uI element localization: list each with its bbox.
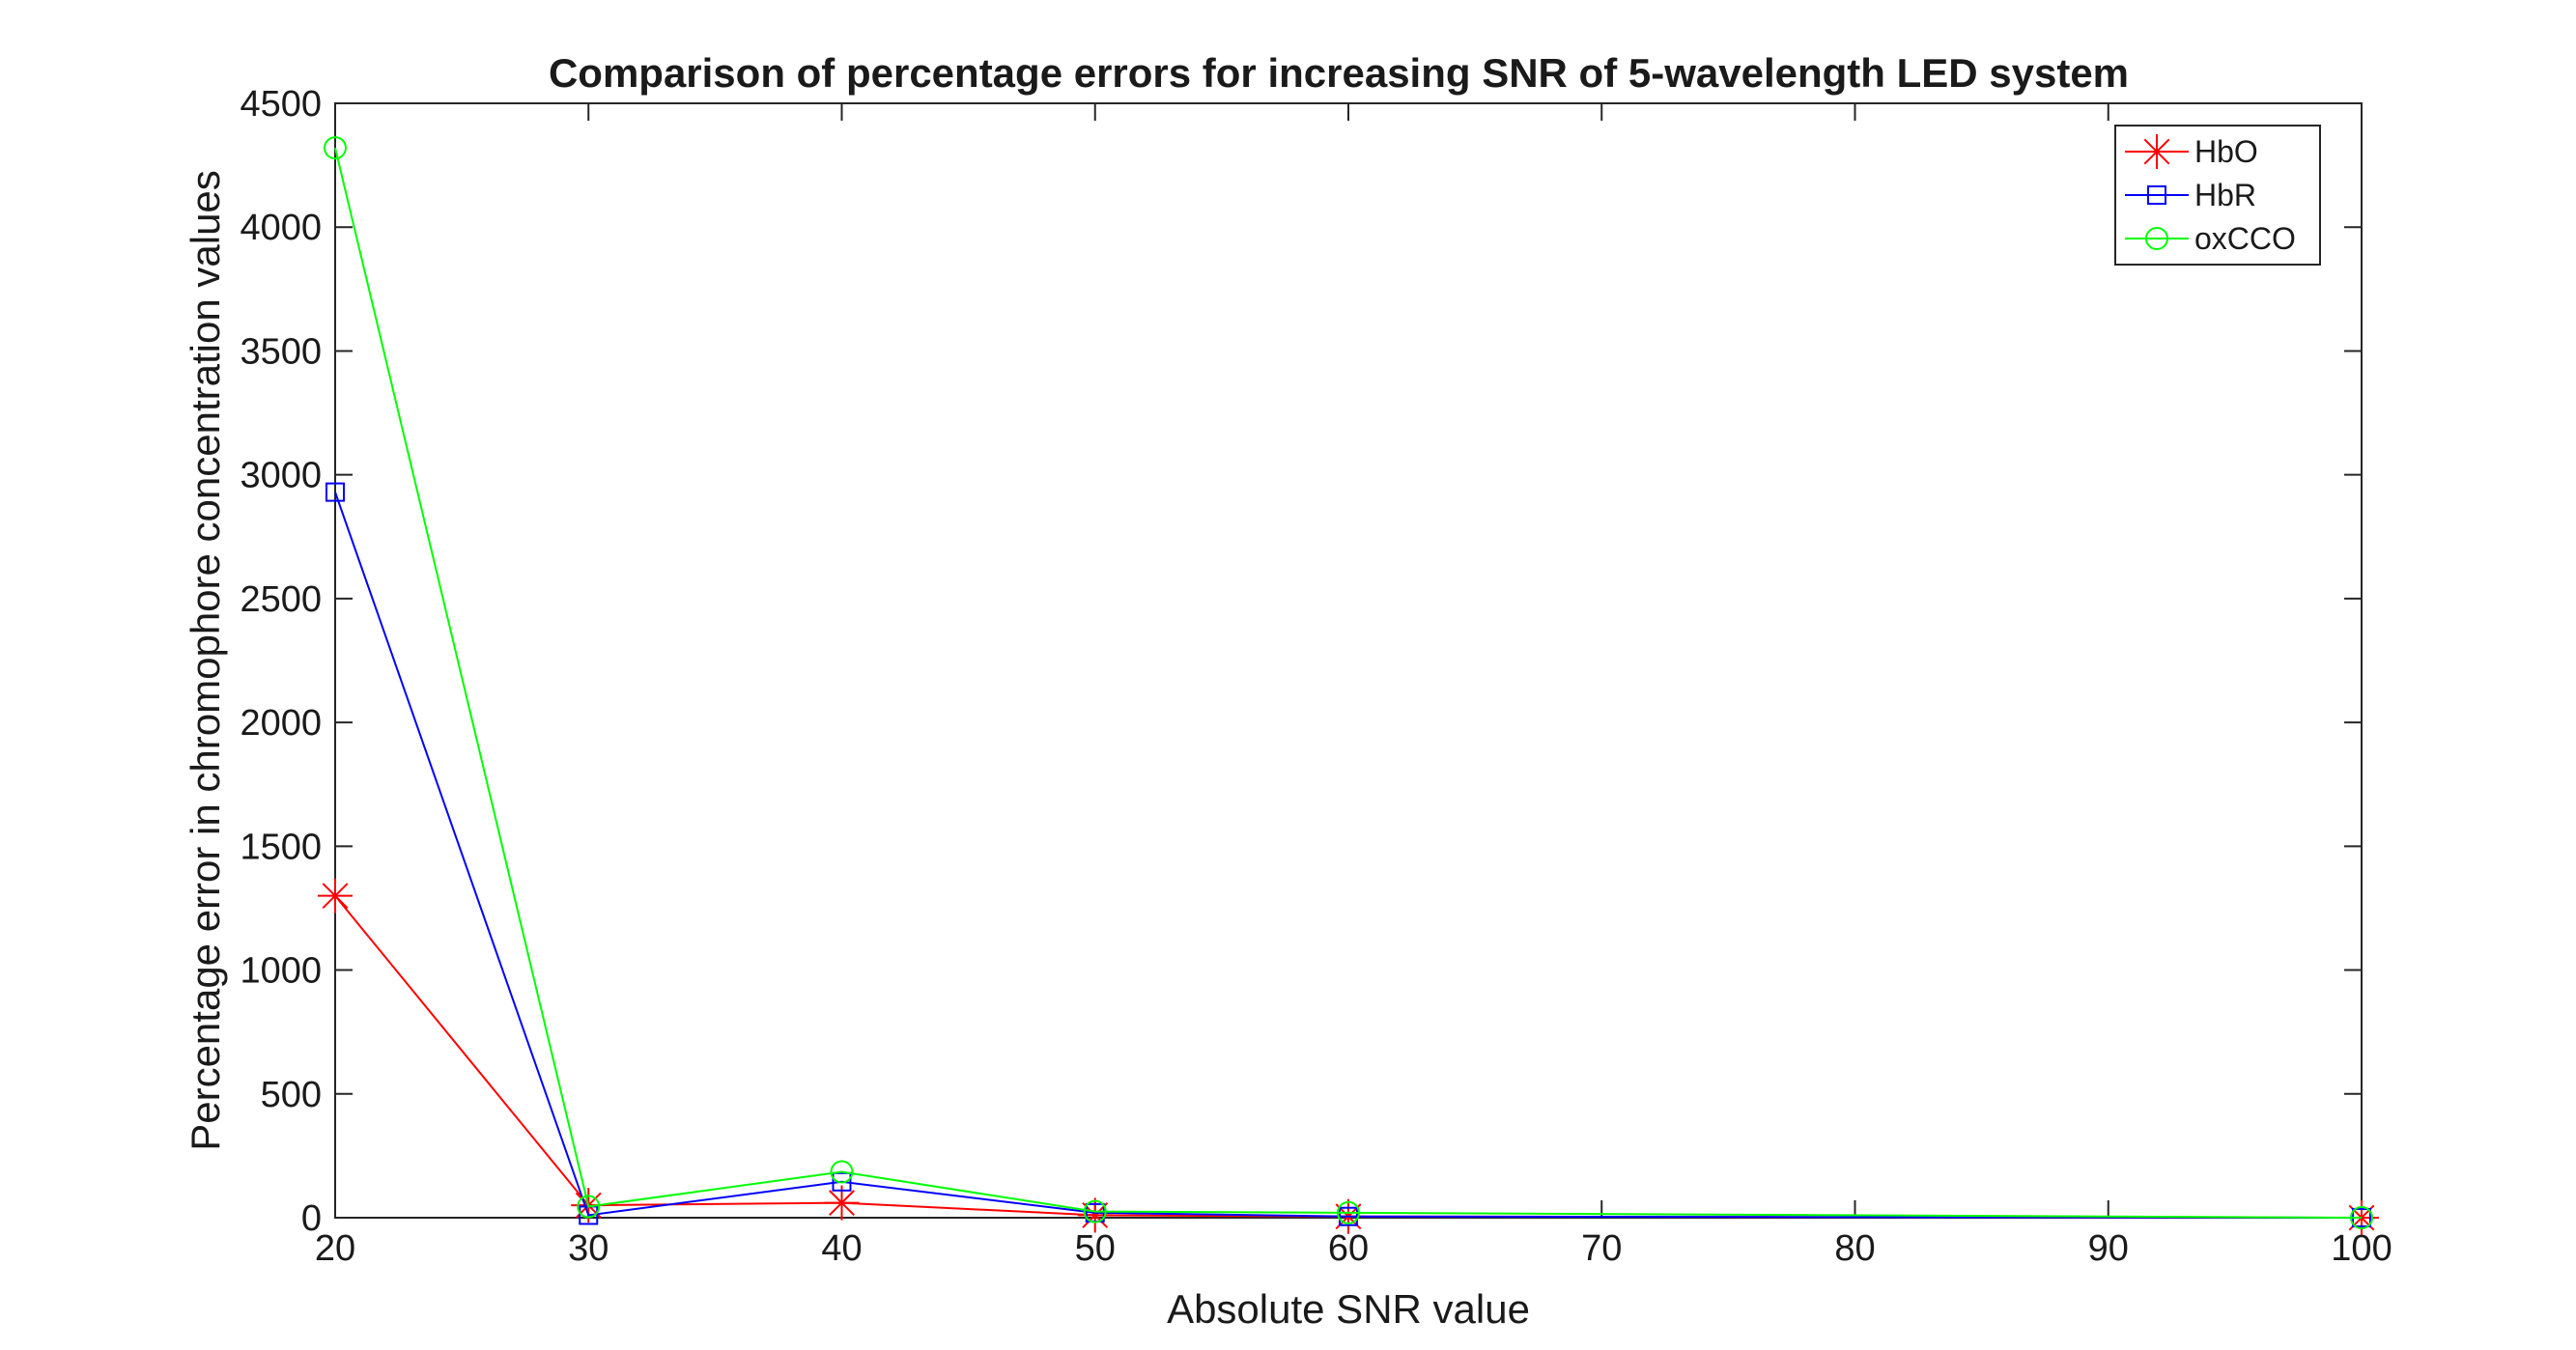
y-tick-label: 0 — [301, 1198, 322, 1239]
y-tick-label: 3000 — [240, 456, 322, 496]
data-point — [1337, 1200, 1360, 1224]
legend-marker — [2145, 227, 2168, 250]
data-point — [324, 136, 347, 160]
data-point — [824, 1185, 860, 1221]
plot-area-frame — [334, 102, 2363, 1219]
y-tick-label: 1000 — [240, 951, 322, 992]
x-tick-label: 50 — [1075, 1228, 1116, 1269]
data-point — [326, 482, 345, 502]
data-point — [1339, 1206, 1358, 1226]
y-tick-label: 2000 — [240, 703, 322, 744]
x-tick-label: 30 — [568, 1228, 609, 1269]
y-tick-label: 3500 — [240, 331, 322, 372]
series-hbo — [318, 878, 2379, 1235]
series-line — [334, 894, 2363, 1219]
data-point — [1077, 1197, 1113, 1233]
legend-marker — [2147, 185, 2166, 205]
series-line — [334, 492, 2363, 1219]
x-tick-labels: 20 30 40 50 60 70 80 90 100 — [315, 1228, 2392, 1269]
x-tick-label: 40 — [821, 1228, 862, 1269]
legend-entry-hbo: HbO — [2125, 134, 2258, 169]
x-tick-label: 20 — [315, 1228, 355, 1269]
y-tick-label: 1500 — [240, 827, 322, 867]
y-tick-label: 2500 — [240, 579, 322, 620]
x-axis-label: Absolute SNR value — [1167, 1286, 1530, 1332]
legend-label: oxCCO — [2194, 221, 2296, 256]
series-group — [318, 136, 2379, 1235]
legend-label: HbO — [2194, 134, 2258, 169]
data-point — [830, 1160, 854, 1184]
legend: HbO HbR oxCCO — [2114, 125, 2321, 266]
series-hbr — [326, 482, 2371, 1227]
y-tick-label: 4500 — [240, 84, 322, 125]
series-line — [334, 147, 2363, 1219]
legend-marker — [2139, 134, 2174, 169]
x-tick-label: 60 — [1328, 1228, 1369, 1269]
axis-ticks — [334, 102, 2363, 1219]
x-tick-label: 80 — [1834, 1228, 1875, 1269]
chart-title: Comparison of percentage errors for incr… — [549, 50, 2129, 96]
y-tick-label: 500 — [261, 1075, 322, 1115]
y-axis-label: Percentage error in chromophore concentr… — [183, 170, 228, 1151]
x-tick-label: 70 — [1581, 1228, 1622, 1269]
legend-entry-hbr: HbR — [2125, 178, 2256, 212]
legend-entry-oxcco: oxCCO — [2125, 221, 2296, 256]
data-point — [2350, 1206, 2373, 1229]
data-point — [577, 1195, 601, 1219]
legend-label: HbR — [2194, 178, 2256, 212]
y-tick-label: 4000 — [240, 208, 322, 248]
data-point — [832, 1171, 852, 1192]
y-tick-labels: 0 500 1000 1500 2000 2500 3000 3500 4000 4500 — [240, 84, 322, 1239]
data-point — [318, 878, 353, 914]
series-oxcco — [324, 136, 2373, 1229]
x-tick-label: 90 — [2088, 1228, 2129, 1269]
data-point — [1083, 1199, 1107, 1223]
